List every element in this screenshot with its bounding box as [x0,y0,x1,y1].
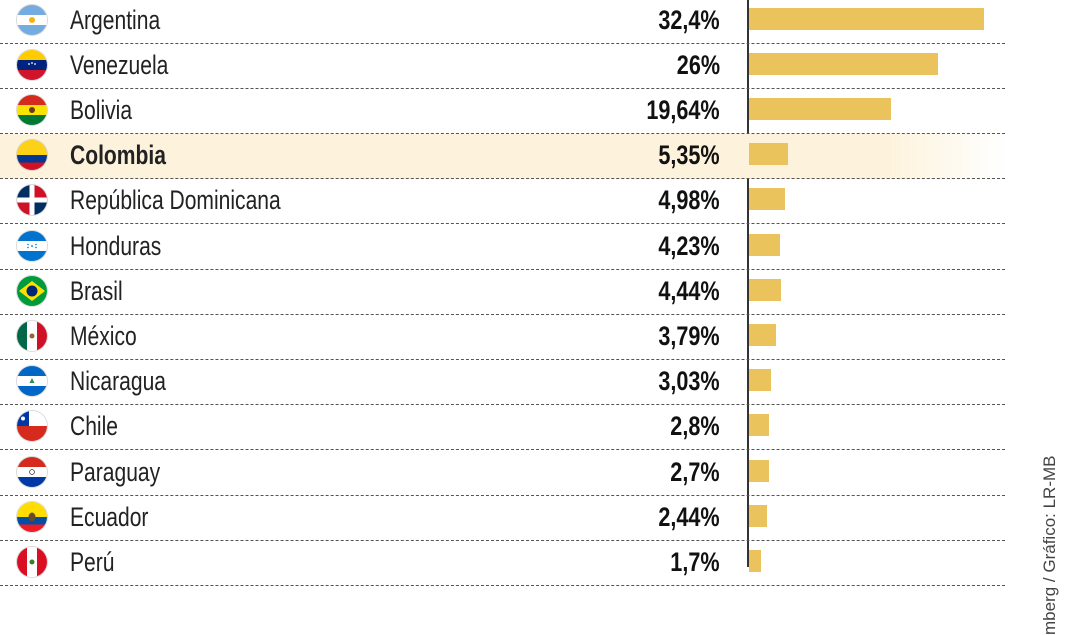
flag-paraguay-icon [17,456,47,487]
data-label: 2,7% [670,456,720,487]
category-label: Nicaragua [70,366,167,397]
data-label: 4,98% [658,185,720,216]
bar [749,323,777,346]
bar [749,549,762,572]
category-label: Chile [70,411,118,442]
category-label: Perú [70,546,115,577]
chart-row: Argentina 32,4% [0,0,1005,44]
bar [749,369,771,392]
data-label: 1,7% [670,546,720,577]
category-label: República Dominicana [70,185,281,216]
bar [749,7,984,30]
chart-row: México 3,79% [0,315,1005,360]
category-label: México [70,320,137,351]
chart-row: Bolivia 19,64% [0,89,1005,134]
flag-bolivia-icon [17,94,47,125]
chart-row: Venezuela 26% [0,44,1005,89]
flag-ecuador-icon [17,501,47,532]
bar [749,188,786,211]
bar [749,459,769,482]
flag-nicaragua-icon [17,366,47,397]
flag-chile-icon [17,411,47,442]
category-label: Venezuela [70,49,169,80]
chart-row: Colombia 5,35% [0,134,1005,180]
source-credit: mberg / Gráfico: LR-MB [1040,455,1059,635]
data-label: 2,8% [670,411,720,442]
data-label: 4,23% [658,230,720,261]
bar [749,52,938,75]
chart-row: Perú 1,7% [0,541,1005,586]
bar [749,143,788,166]
category-label: Brasil [70,275,123,306]
category-label: Honduras [70,230,162,261]
category-label: Bolivia [70,94,133,125]
flag-brazil-icon [17,275,47,306]
flag-honduras-icon [17,230,47,261]
flag-argentina-icon [17,4,47,35]
chart-row: Nicaragua 3,03% [0,360,1005,406]
bar [749,414,770,437]
inflation-bar-chart: Argentina 32,4% Venezuela 26% Bolivia 19,64% C… [0,0,1005,586]
data-label: 19,64% [646,94,720,125]
chart-row: Paraguay 2,7% [0,451,1005,496]
category-label: Ecuador [70,501,149,532]
data-label: 3,03% [658,366,720,397]
category-label: Colombia [70,140,166,171]
bar [749,233,780,256]
flag-mexico-icon [17,320,47,351]
data-label: 26% [676,49,720,80]
chart-row: República Dominicana 4,98% [0,179,1005,225]
data-label: 2,44% [658,501,720,532]
chart-row: Ecuador 2,44% [0,496,1005,541]
bar [749,504,767,527]
bar [749,278,782,301]
chart-row: Honduras 4,23% [0,225,1005,270]
bar [749,97,892,120]
flag-venezuela-icon [17,49,47,80]
chart-row: Brasil 4,44% [0,270,1005,315]
category-label: Argentina [70,4,161,35]
bar-axis-line [747,0,749,567]
data-label: 3,79% [658,320,720,351]
flag-peru-icon [17,546,47,577]
data-label: 4,44% [658,275,720,306]
data-label: 5,35% [658,140,720,171]
data-label: 32,4% [658,4,720,35]
category-label: Paraguay [70,456,161,487]
chart-row: Chile 2,8% [0,405,1005,451]
flag-dominican-republic-icon [17,185,47,216]
flag-colombia-icon [17,140,47,171]
